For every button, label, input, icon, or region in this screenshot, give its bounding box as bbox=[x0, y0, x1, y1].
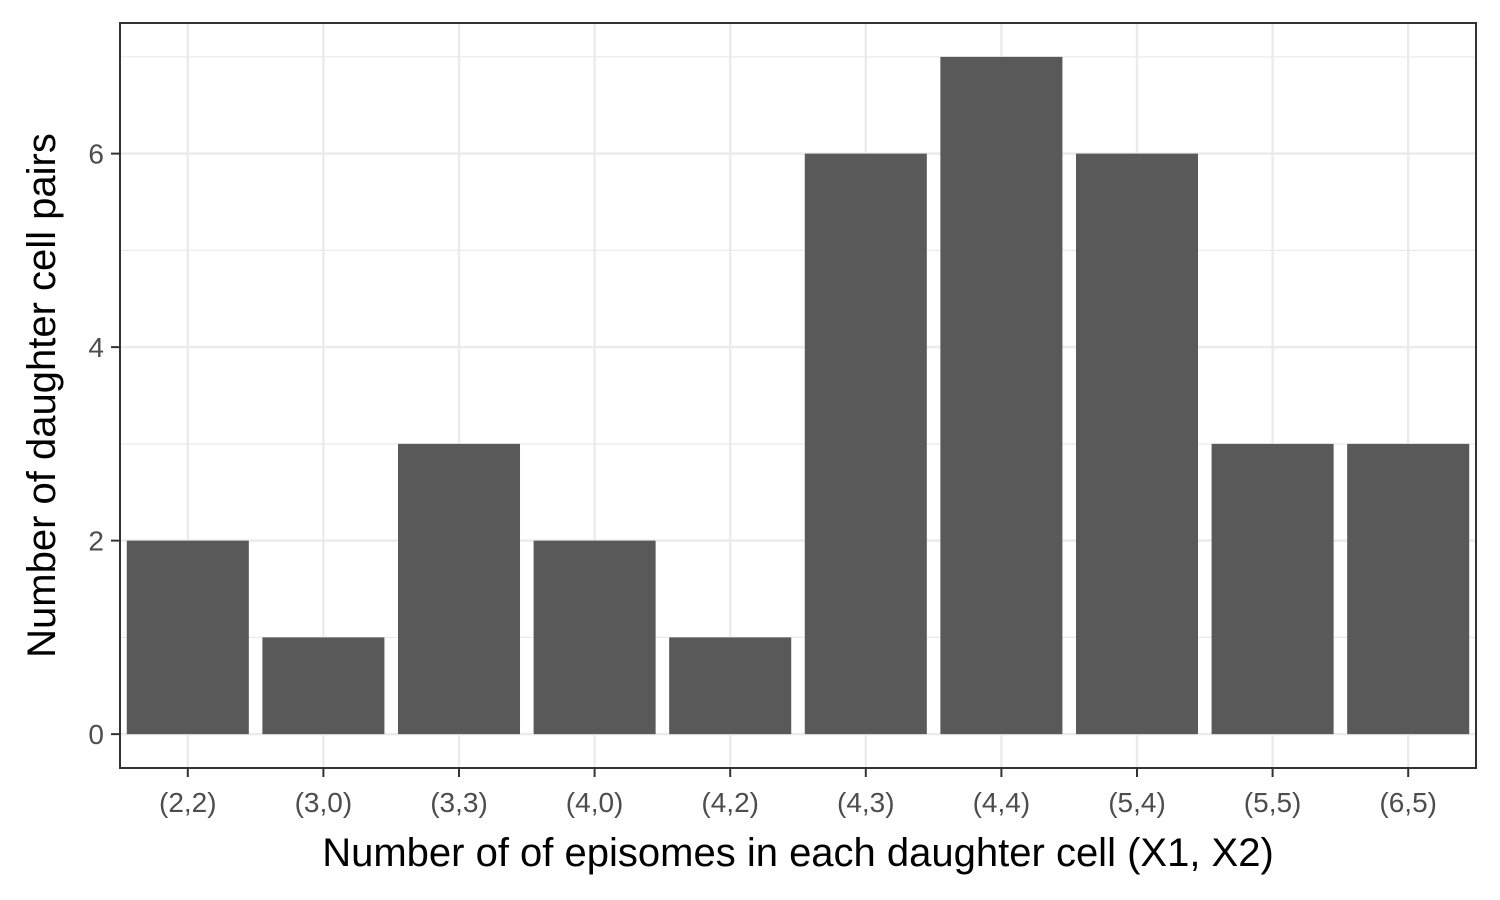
x-tick-label: (3,0) bbox=[295, 787, 353, 818]
y-tick-label: 6 bbox=[88, 139, 104, 170]
x-tick-label: (6,5) bbox=[1379, 787, 1437, 818]
bar bbox=[940, 56, 1063, 735]
x-tick-label: (3,3) bbox=[430, 787, 488, 818]
y-axis-title: Number of daughter cell pairs bbox=[20, 133, 64, 658]
x-axis-ticks: (2,2) (3,0) (3,3) (4,0) (4,2) (4,3) (4,4) (5,4)… bbox=[159, 768, 1437, 818]
x-tick-label: (5,4) bbox=[1108, 787, 1166, 818]
bar bbox=[533, 540, 656, 735]
bar bbox=[262, 637, 385, 735]
panel-border bbox=[119, 22, 1477, 769]
bar bbox=[1211, 443, 1334, 735]
y-axis-ticks: 0 2 4 6 bbox=[88, 139, 120, 750]
bar bbox=[1347, 443, 1470, 735]
x-tick-label: (5,5) bbox=[1244, 787, 1302, 818]
bar bbox=[397, 443, 521, 735]
x-axis-title: Number of of episomes in each daughter c… bbox=[322, 831, 1274, 875]
bar bbox=[1075, 153, 1199, 735]
x-tick-label: (4,0) bbox=[566, 787, 624, 818]
bar bbox=[804, 153, 927, 735]
y-tick-label: 2 bbox=[88, 526, 104, 557]
x-tick-label: (4,4) bbox=[973, 787, 1031, 818]
x-tick-label: (4,3) bbox=[837, 787, 895, 818]
bar bbox=[126, 540, 249, 735]
x-tick-label: (4,2) bbox=[701, 787, 759, 818]
y-tick-label: 4 bbox=[88, 332, 104, 363]
x-tick-label: (2,2) bbox=[159, 787, 217, 818]
bar bbox=[669, 637, 792, 735]
bars bbox=[126, 56, 1470, 735]
y-tick-label: 0 bbox=[88, 719, 104, 750]
